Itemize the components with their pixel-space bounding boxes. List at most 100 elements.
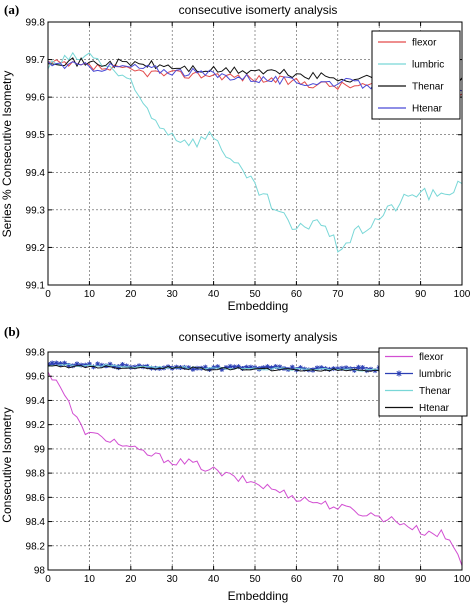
series-point-lumbric xyxy=(264,364,270,370)
series-point-lumbric xyxy=(231,364,237,370)
legend-label-thenar: Thenar xyxy=(412,82,444,93)
y-tick-label: 98.6 xyxy=(26,493,46,504)
series-point-lumbric xyxy=(99,362,105,368)
series-point-lumbric xyxy=(124,363,130,369)
series-point-lumbric xyxy=(318,365,324,371)
x-tick-label: 90 xyxy=(415,574,427,585)
series-point-lumbric xyxy=(190,366,196,372)
series-point-lumbric xyxy=(277,364,283,370)
legend-marker-lumbric xyxy=(396,370,402,377)
series-point-lumbric xyxy=(115,365,121,371)
y-tick-label: 99.3 xyxy=(26,205,46,216)
panel-b-ylabel: Consecutive Isometry xyxy=(0,407,14,522)
y-tick-label: 99.7 xyxy=(26,55,46,66)
series-point-lumbric xyxy=(273,364,279,370)
series-point-lumbric xyxy=(74,361,80,367)
series-point-lumbric xyxy=(260,365,266,371)
legend-label-lumbric: lumbric xyxy=(419,369,451,380)
series-point-lumbric xyxy=(182,364,188,370)
series-point-lumbric xyxy=(219,367,225,373)
x-tick-label: 90 xyxy=(415,289,427,300)
x-tick-label: 50 xyxy=(249,574,261,585)
legend-label-flexor: flexor xyxy=(419,352,444,363)
x-tick-label: 80 xyxy=(374,289,386,300)
series-point-lumbric xyxy=(314,365,320,371)
panel-b-xlabel: Embedding xyxy=(228,589,289,603)
x-tick-label: 10 xyxy=(84,289,96,300)
y-tick-label: 99.4 xyxy=(26,396,46,407)
x-tick-label: 60 xyxy=(291,574,303,585)
y-tick-label: 99.5 xyxy=(26,130,46,141)
series-point-lumbric xyxy=(53,360,59,366)
panel-b-title: consecutive isomerty analysis xyxy=(179,330,338,344)
legend-label-lumbric: lumbric xyxy=(412,60,444,71)
x-tick-label: 60 xyxy=(291,289,303,300)
series-point-lumbric xyxy=(339,365,345,371)
panel-a-xlabel: Embedding xyxy=(228,299,289,313)
series-point-lumbric xyxy=(57,361,63,367)
series-point-lumbric xyxy=(289,364,295,370)
series-point-lumbric xyxy=(120,362,126,368)
panel-a: (a) consecutive isomerty analysis Embedd… xyxy=(0,2,471,313)
series-point-lumbric xyxy=(95,361,101,367)
x-tick-label: 40 xyxy=(208,289,220,300)
series-point-lumbric xyxy=(335,366,341,372)
series-point-lumbric xyxy=(351,367,357,373)
series-point-lumbric xyxy=(86,361,92,367)
series-line-lumbric xyxy=(48,51,462,253)
y-tick-label: 99.6 xyxy=(26,93,46,104)
x-tick-label: 0 xyxy=(45,574,51,585)
series-point-lumbric xyxy=(244,364,250,370)
panel-b-label: (b) xyxy=(4,324,20,339)
series-point-lumbric xyxy=(186,365,192,371)
x-tick-label: 100 xyxy=(454,289,471,300)
y-tick-label: 99.8 xyxy=(26,18,46,29)
y-tick-label: 99.6 xyxy=(26,372,46,383)
series-point-lumbric xyxy=(111,363,117,369)
y-tick-label: 99.8 xyxy=(26,348,46,359)
y-tick-label: 99 xyxy=(34,444,46,455)
y-tick-label: 98.2 xyxy=(26,541,46,552)
legend-label-flexor: flexor xyxy=(412,38,437,49)
series-point-lumbric xyxy=(343,365,349,371)
series-line-flexor xyxy=(48,371,462,566)
legend: flexor lumbric Thenar Htenar xyxy=(371,30,461,120)
series-point-lumbric xyxy=(298,365,304,371)
x-tick-label: 70 xyxy=(332,574,344,585)
x-tick-label: 10 xyxy=(84,574,96,585)
legend-label-htenar: Htenar xyxy=(412,104,443,115)
x-tick-label: 0 xyxy=(45,289,51,300)
series-point-lumbric xyxy=(356,364,361,370)
panel-a-label: (a) xyxy=(4,2,19,17)
x-tick-label: 20 xyxy=(125,289,137,300)
series-point-lumbric xyxy=(136,363,142,369)
series-point-lumbric xyxy=(235,364,241,370)
x-tick-label: 40 xyxy=(208,574,220,585)
series-point-lumbric xyxy=(49,360,55,366)
legend: flexor lumbric Thenar Htenar xyxy=(378,347,468,417)
series-point-lumbric xyxy=(215,364,221,370)
panel-b: (b) consecutive isomerty analysis Embedd… xyxy=(0,324,471,603)
series-point-lumbric xyxy=(223,364,229,370)
y-tick-label: 99.2 xyxy=(26,243,46,254)
y-tick-label: 98.4 xyxy=(26,517,46,528)
legend-label-htenar: Htenar xyxy=(419,403,450,414)
y-tick-label: 99.4 xyxy=(26,168,46,179)
series-point-lumbric xyxy=(227,363,233,369)
x-tick-label: 30 xyxy=(167,289,179,300)
y-tick-label: 99.1 xyxy=(26,281,46,292)
series-point-lumbric xyxy=(269,365,275,371)
y-tick-label: 98 xyxy=(34,566,46,577)
x-tick-label: 20 xyxy=(125,574,137,585)
series-point-lumbric xyxy=(360,365,366,371)
legend-box xyxy=(371,30,461,120)
y-tick-label: 99.2 xyxy=(26,420,46,431)
series-point-lumbric xyxy=(66,363,72,369)
x-tick-label: 100 xyxy=(454,574,471,585)
series-point-lumbric xyxy=(107,361,113,367)
series-point-lumbric xyxy=(202,364,208,370)
x-tick-label: 70 xyxy=(332,289,344,300)
x-tick-label: 50 xyxy=(249,289,261,300)
y-tick-label: 98.8 xyxy=(26,469,46,480)
